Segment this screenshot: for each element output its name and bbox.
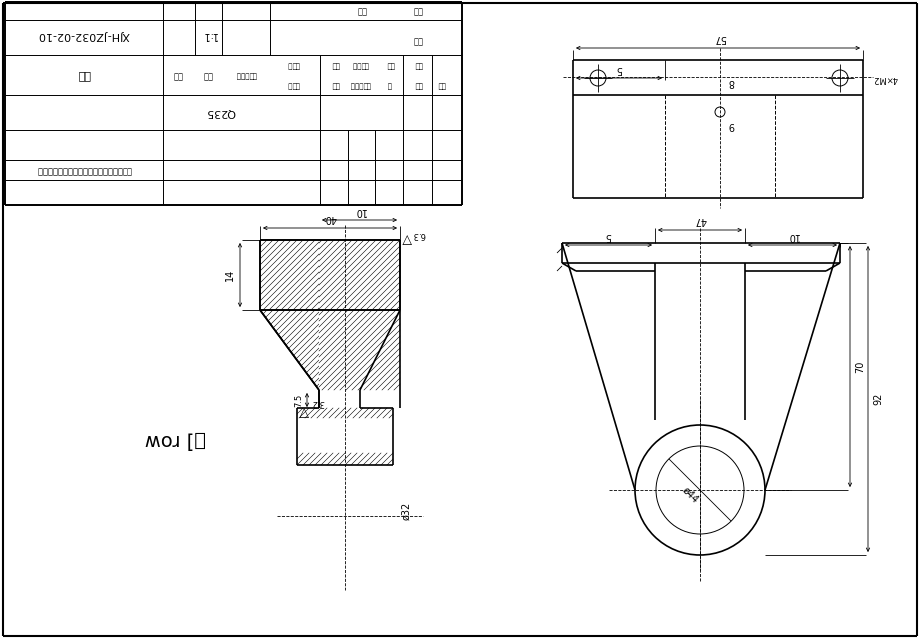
Text: 分簽: 分簽 xyxy=(331,62,339,68)
Text: XJH-JZ032-02-10: XJH-JZ032-02-10 xyxy=(38,30,130,40)
Text: 車床小刀架機械加工工藝及鏜孔的夾具設計: 車床小刀架機械加工工藝及鏜孔的夾具設計 xyxy=(37,166,131,174)
Text: 制圖: 制圖 xyxy=(173,70,183,79)
Text: 1:1: 1:1 xyxy=(201,30,217,40)
Text: 4×M2: 4×M2 xyxy=(872,73,897,82)
Bar xyxy=(297,453,392,465)
Text: 第頁: 第頁 xyxy=(414,82,422,88)
Text: ▽: ▽ xyxy=(299,405,309,418)
Text: 份標準號: 份標準號 xyxy=(351,62,369,68)
Text: 92: 92 xyxy=(872,393,882,405)
Text: 6.3: 6.3 xyxy=(412,231,425,240)
Text: 14: 14 xyxy=(225,269,234,281)
Text: 鏜套: 鏜套 xyxy=(77,70,91,80)
Text: 8: 8 xyxy=(727,77,733,87)
Text: 那] row: 那] row xyxy=(145,431,206,449)
Bar xyxy=(297,408,392,418)
Text: Q235: Q235 xyxy=(205,107,234,117)
Text: 10: 10 xyxy=(353,206,365,216)
Text: 70: 70 xyxy=(854,360,864,373)
Text: 審車: 審車 xyxy=(413,36,423,45)
Text: 以改制規劃: 以改制規劃 xyxy=(235,72,256,79)
Bar xyxy=(319,240,400,390)
Text: 分簽: 分簽 xyxy=(331,82,339,88)
Text: 日自主: 日自主 xyxy=(287,82,299,88)
Text: 書道: 書道 xyxy=(203,70,213,79)
Text: ø32: ø32 xyxy=(401,502,411,520)
Text: 日自主: 日自主 xyxy=(287,62,299,68)
Text: 7.5: 7.5 xyxy=(294,394,302,406)
Text: 10: 10 xyxy=(786,231,798,241)
Text: 5: 5 xyxy=(605,231,611,241)
Text: 名工: 名工 xyxy=(413,6,423,15)
Text: 47: 47 xyxy=(693,215,706,225)
Text: ø44: ø44 xyxy=(679,485,699,505)
Text: 批准文說明: 批准文說明 xyxy=(349,82,370,88)
Text: 57: 57 xyxy=(713,33,725,43)
Text: 共頁: 共頁 xyxy=(414,62,422,68)
Text: 3.2: 3.2 xyxy=(311,397,323,406)
Text: 5: 5 xyxy=(615,64,621,74)
Text: 標記: 標記 xyxy=(385,62,394,68)
Text: 張: 張 xyxy=(388,82,391,88)
Text: 40: 40 xyxy=(323,213,335,223)
Text: 共頁: 共頁 xyxy=(437,82,445,88)
Text: 審批: 審批 xyxy=(357,6,367,15)
Bar xyxy=(260,240,319,310)
Text: ▽: ▽ xyxy=(402,232,411,245)
Text: 9: 9 xyxy=(727,120,733,130)
